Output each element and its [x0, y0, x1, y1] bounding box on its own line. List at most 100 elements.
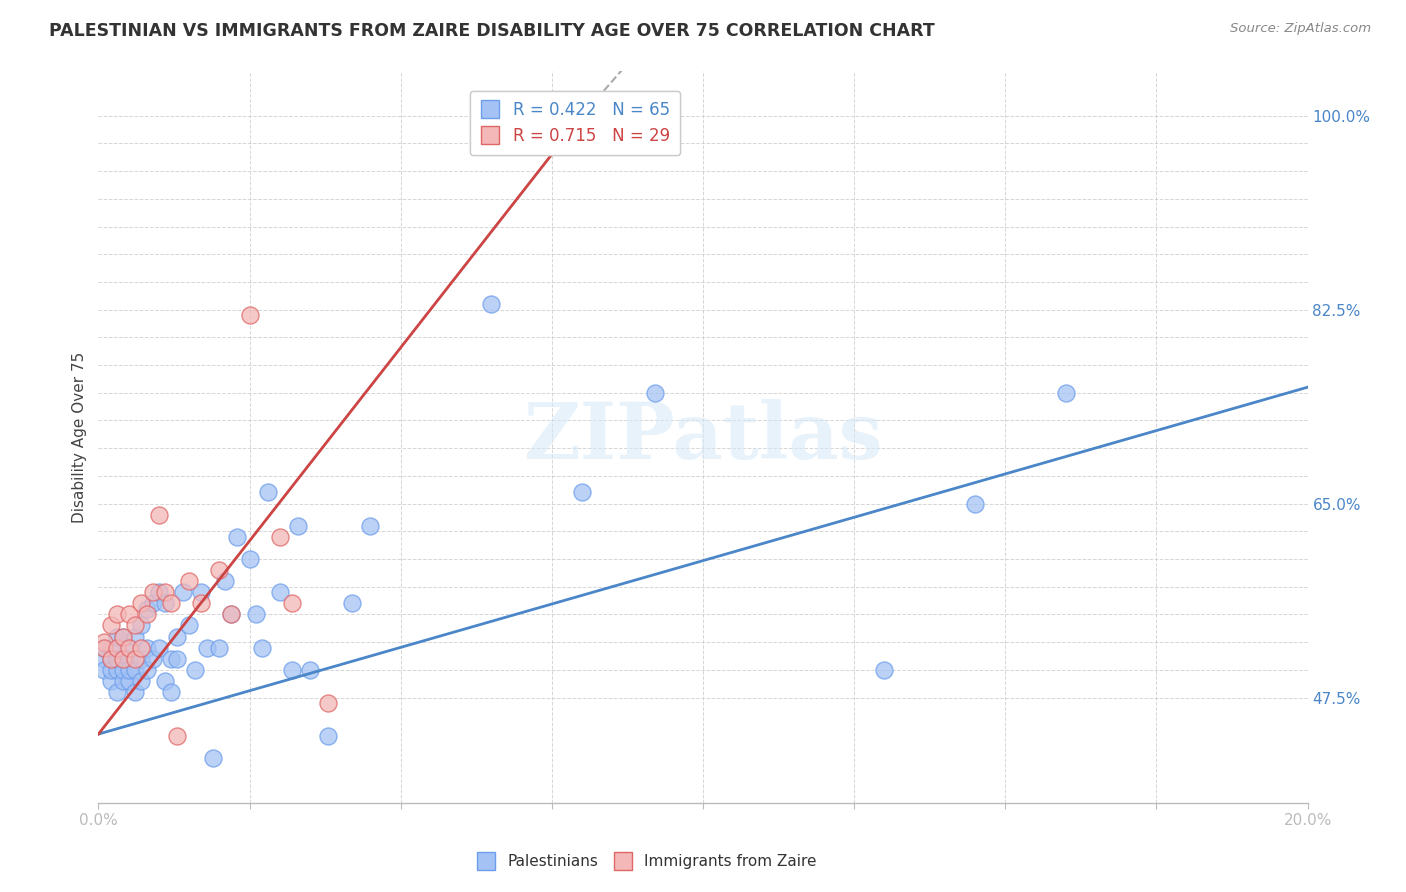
- Point: [160, 685, 183, 699]
- Point: [93, 651, 115, 665]
- Point: [166, 729, 188, 743]
- Point: [118, 640, 141, 655]
- Point: [105, 651, 128, 665]
- Point: [202, 751, 225, 765]
- Point: [124, 630, 146, 644]
- Point: [269, 530, 291, 544]
- Point: [160, 651, 183, 665]
- Point: [111, 630, 134, 644]
- Point: [124, 618, 146, 632]
- Point: [360, 518, 382, 533]
- Point: [129, 618, 152, 632]
- Point: [481, 297, 503, 311]
- Point: [93, 640, 115, 655]
- Point: [269, 585, 291, 599]
- Point: [118, 640, 141, 655]
- Point: [93, 635, 115, 649]
- Point: [100, 618, 122, 632]
- Point: [105, 607, 128, 622]
- Text: PALESTINIAN VS IMMIGRANTS FROM ZAIRE DISABILITY AGE OVER 75 CORRELATION CHART: PALESTINIAN VS IMMIGRANTS FROM ZAIRE DIS…: [49, 22, 935, 40]
- Point: [166, 630, 188, 644]
- Point: [124, 663, 146, 677]
- Point: [148, 508, 170, 522]
- Point: [118, 651, 141, 665]
- Point: [135, 607, 157, 622]
- Point: [208, 563, 231, 577]
- Point: [100, 651, 122, 665]
- Point: [316, 729, 339, 743]
- Point: [281, 596, 304, 610]
- Point: [93, 640, 115, 655]
- Point: [129, 651, 152, 665]
- Text: ZIPatlas: ZIPatlas: [523, 399, 883, 475]
- Point: [1054, 385, 1077, 400]
- Point: [142, 651, 165, 665]
- Point: [221, 607, 243, 622]
- Point: [160, 596, 183, 610]
- Point: [93, 663, 115, 677]
- Point: [118, 673, 141, 688]
- Point: [245, 607, 267, 622]
- Point: [481, 109, 503, 123]
- Point: [190, 585, 212, 599]
- Point: [190, 596, 212, 610]
- Point: [571, 485, 593, 500]
- Legend: Palestinians, Immigrants from Zaire: Palestinians, Immigrants from Zaire: [471, 848, 823, 875]
- Y-axis label: Disability Age Over 75: Disability Age Over 75: [72, 351, 87, 523]
- Point: [111, 673, 134, 688]
- Point: [105, 663, 128, 677]
- Point: [166, 651, 188, 665]
- Point: [142, 596, 165, 610]
- Point: [287, 518, 309, 533]
- Point: [153, 585, 176, 599]
- Point: [239, 308, 262, 322]
- Point: [100, 663, 122, 677]
- Point: [111, 663, 134, 677]
- Point: [135, 602, 157, 616]
- Point: [124, 651, 146, 665]
- Point: [153, 673, 176, 688]
- Point: [118, 663, 141, 677]
- Point: [100, 673, 122, 688]
- Text: Source: ZipAtlas.com: Source: ZipAtlas.com: [1230, 22, 1371, 36]
- Point: [873, 663, 896, 677]
- Point: [221, 607, 243, 622]
- Point: [129, 640, 152, 655]
- Point: [644, 385, 666, 400]
- Point: [100, 651, 122, 665]
- Point: [250, 640, 273, 655]
- Point: [172, 585, 194, 599]
- Point: [179, 618, 201, 632]
- Point: [148, 585, 170, 599]
- Point: [299, 663, 322, 677]
- Point: [239, 552, 262, 566]
- Point: [118, 607, 141, 622]
- Point: [226, 530, 249, 544]
- Point: [148, 640, 170, 655]
- Point: [105, 640, 128, 655]
- Point: [281, 663, 304, 677]
- Point: [111, 630, 134, 644]
- Point: [184, 663, 207, 677]
- Point: [100, 640, 122, 655]
- Point: [135, 640, 157, 655]
- Point: [129, 673, 152, 688]
- Point: [135, 663, 157, 677]
- Point: [111, 651, 134, 665]
- Point: [105, 685, 128, 699]
- Point: [129, 596, 152, 610]
- Point: [105, 630, 128, 644]
- Point: [153, 596, 176, 610]
- Point: [965, 497, 987, 511]
- Point: [142, 585, 165, 599]
- Point: [179, 574, 201, 589]
- Point: [316, 696, 339, 710]
- Point: [208, 640, 231, 655]
- Point: [256, 485, 278, 500]
- Point: [111, 651, 134, 665]
- Point: [124, 685, 146, 699]
- Legend: R = 0.422   N = 65, R = 0.715   N = 29: R = 0.422 N = 65, R = 0.715 N = 29: [470, 91, 681, 155]
- Point: [195, 640, 218, 655]
- Point: [342, 596, 364, 610]
- Point: [214, 574, 236, 589]
